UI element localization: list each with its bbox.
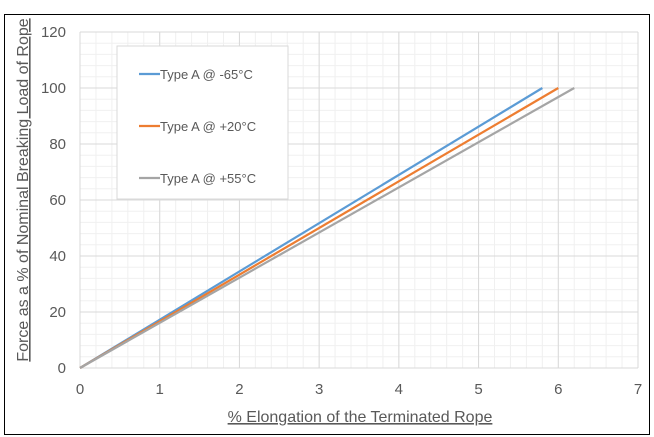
y-tick-label: 100 [41,80,66,97]
y-tick-label: 80 [49,136,66,153]
y-tick-label: 20 [49,304,66,321]
x-tick-label: 1 [156,381,164,398]
x-tick-label: 4 [395,381,403,398]
y-axis-title: Force as a % of Nominal Breaking Load of… [15,18,32,361]
legend-label-1: Type A @ -65°C [160,67,253,82]
x-tick-label: 7 [634,381,642,398]
x-tick-labels: 0 1 2 3 4 5 6 7 [76,381,642,398]
x-tick-label: 5 [474,381,482,398]
series-line-1 [79,87,543,369]
legend-box [116,45,289,200]
series-line-3 [79,87,575,369]
x-axis-title: % Elongation of the Terminated Rope [228,409,493,426]
x-tick-label: 2 [235,381,243,398]
y-tick-label: 120 [41,24,66,41]
x-tick-label: 6 [554,381,562,398]
x-tick-label: 3 [315,381,323,398]
series-lines [79,87,575,369]
legend: Type A @ -65°C Type A @ +20°C Type A @ +55… [116,45,289,200]
legend-label-3: Type A @ +55°C [160,171,256,186]
y-tick-label: 0 [58,360,66,377]
legend-label-2: Type A @ +20°C [160,119,256,134]
series-line-2 [79,87,559,369]
y-tick-label: 40 [49,248,66,265]
x-tick-label: 0 [76,381,84,398]
y-tick-labels: 0 20 40 60 80 100 120 [41,24,66,377]
y-tick-label: 60 [49,192,66,209]
